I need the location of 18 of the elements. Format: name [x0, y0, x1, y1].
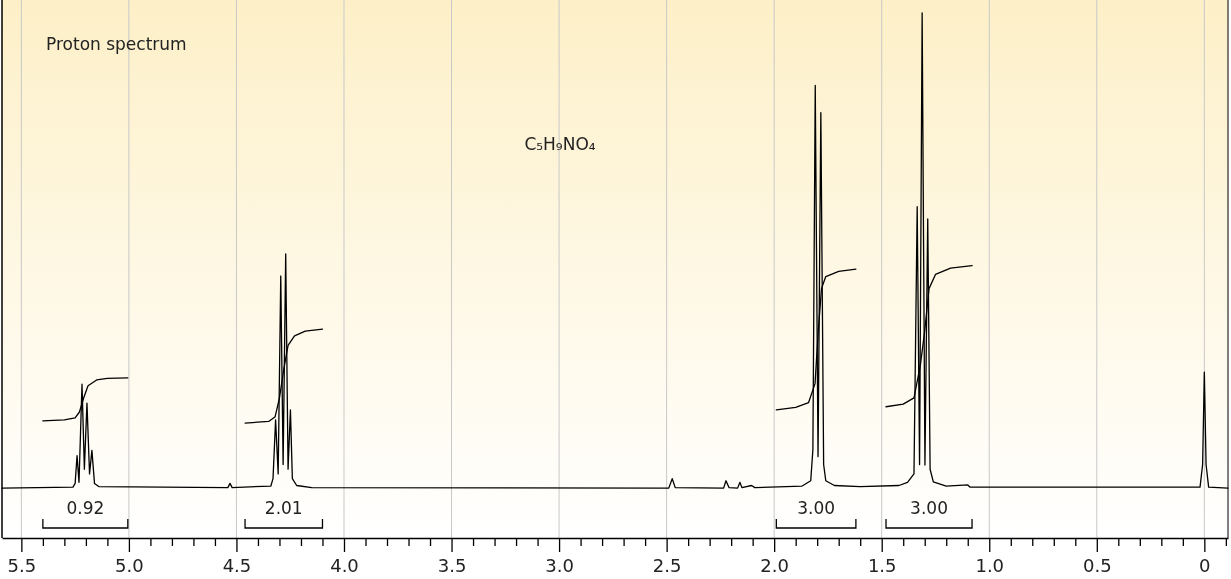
annotation: 3.00	[910, 498, 948, 518]
annotation: 0.92	[66, 498, 105, 518]
x-tick-label: 1.5	[867, 555, 897, 576]
x-tick-label: 1.0	[975, 555, 1005, 576]
x-tick-label: 3.5	[437, 555, 467, 576]
annotation: 2.01	[264, 498, 303, 518]
x-tick-label: 5.5	[7, 555, 37, 576]
x-tick-label: 0	[1199, 555, 1211, 576]
text: C₅H₉NO₄	[524, 134, 596, 154]
x-tick-label: 2.0	[760, 555, 789, 576]
annotation: 3.00	[797, 498, 836, 518]
x-tick-label: 4.5	[222, 555, 252, 576]
x-tick-label: 4.0	[330, 555, 359, 576]
x-tick-label: 0.5	[1082, 555, 1112, 576]
text: Proton spectrum	[46, 34, 187, 54]
x-tick-label: 3.0	[545, 555, 574, 576]
x-tick-label: 2.5	[652, 555, 682, 576]
x-tick-label: 5.0	[115, 555, 144, 576]
